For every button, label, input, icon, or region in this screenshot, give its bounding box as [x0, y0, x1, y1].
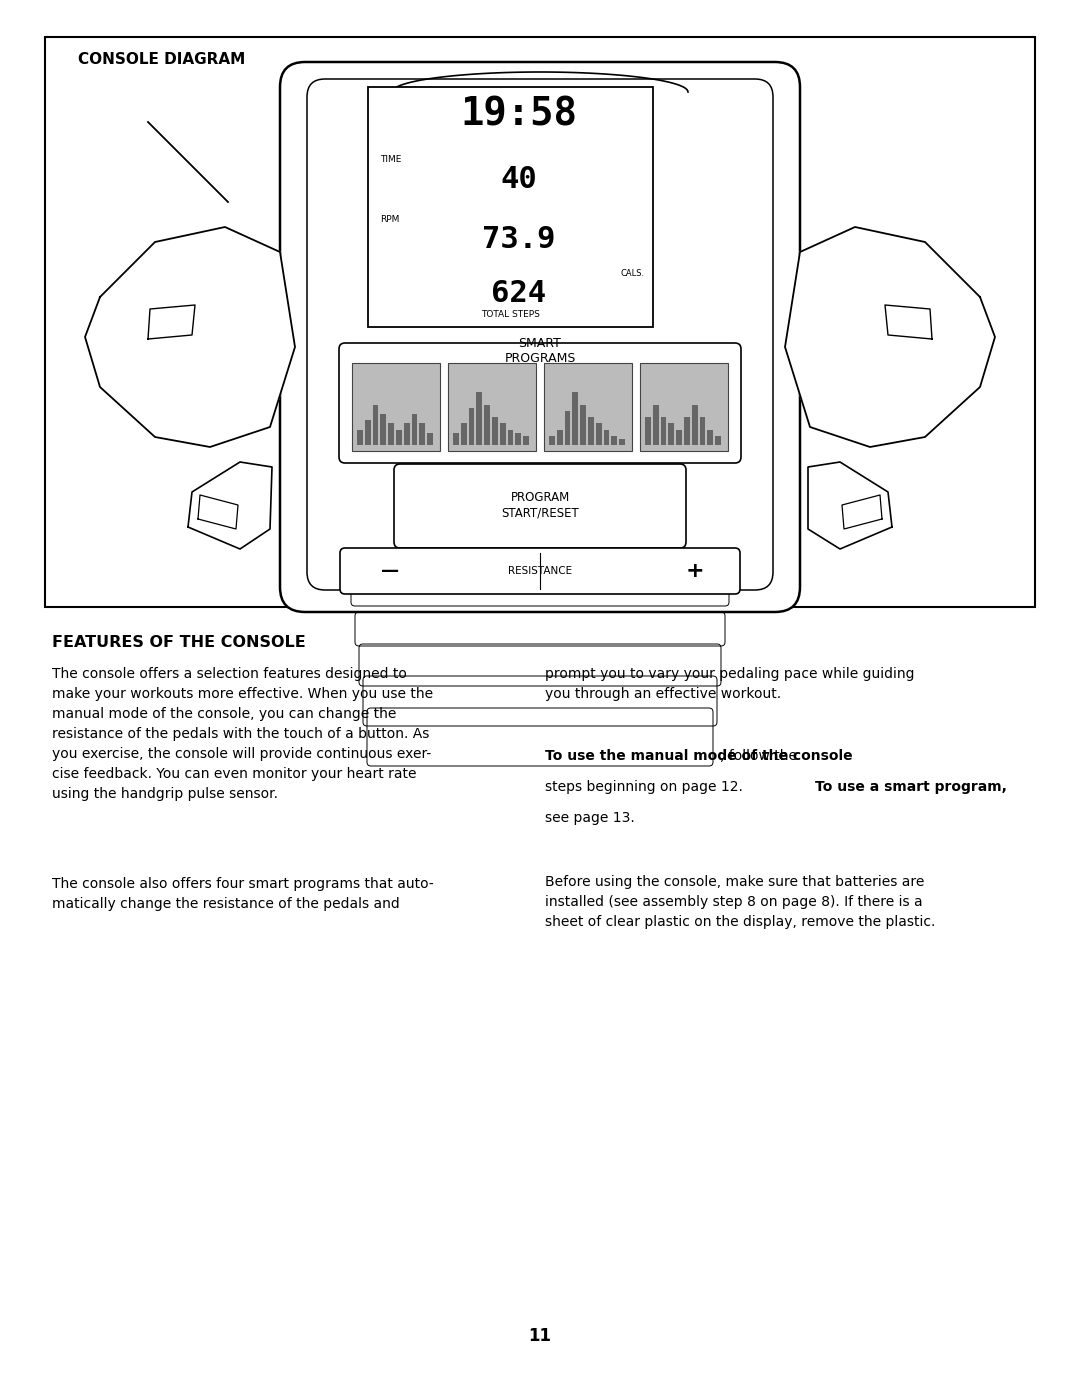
Bar: [453, 433, 459, 446]
FancyBboxPatch shape: [307, 80, 773, 590]
Bar: [357, 429, 363, 446]
Text: 11: 11: [528, 1327, 552, 1345]
Text: FEATURES OF THE CONSOLE: FEATURES OF THE CONSOLE: [52, 636, 306, 650]
Text: , follow the: , follow the: [545, 749, 797, 763]
Bar: [365, 420, 370, 446]
Text: SMART
PROGRAMS: SMART PROGRAMS: [504, 337, 576, 365]
Bar: [411, 414, 418, 446]
Text: 73.9: 73.9: [482, 225, 555, 254]
Bar: [619, 439, 625, 446]
Text: TOTAL STEPS: TOTAL STEPS: [481, 310, 540, 319]
FancyBboxPatch shape: [394, 464, 686, 548]
Bar: [461, 423, 467, 446]
Text: RPM: RPM: [380, 215, 400, 224]
Bar: [404, 423, 409, 446]
Bar: [448, 363, 536, 451]
Text: see page 13.: see page 13.: [545, 812, 635, 826]
Bar: [684, 418, 690, 446]
Bar: [611, 436, 618, 446]
Text: —: —: [381, 562, 400, 580]
FancyBboxPatch shape: [280, 61, 800, 612]
Bar: [469, 408, 474, 446]
Text: 40: 40: [500, 165, 537, 194]
Text: 19:58: 19:58: [460, 95, 577, 133]
Polygon shape: [842, 495, 882, 529]
Bar: [640, 363, 728, 451]
Text: 624: 624: [491, 279, 546, 307]
Bar: [523, 436, 529, 446]
Bar: [549, 436, 555, 446]
Bar: [565, 411, 570, 446]
Text: TIME: TIME: [380, 155, 402, 163]
Text: To use a smart program,: To use a smart program,: [815, 780, 1007, 793]
Bar: [515, 433, 522, 446]
Polygon shape: [885, 305, 932, 339]
Bar: [368, 87, 653, 327]
Bar: [380, 414, 387, 446]
Bar: [492, 418, 498, 446]
Text: The console offers a selection features designed to
make your workouts more effe: The console offers a selection features …: [52, 666, 433, 802]
Bar: [572, 393, 578, 446]
Bar: [596, 423, 602, 446]
Bar: [419, 423, 426, 446]
Polygon shape: [785, 226, 995, 447]
Text: +: +: [686, 562, 704, 581]
Text: Before using the console, make sure that batteries are
installed (see assembly s: Before using the console, make sure that…: [545, 875, 935, 929]
Bar: [604, 429, 609, 446]
FancyBboxPatch shape: [339, 344, 741, 462]
Text: To use the manual mode of the console: To use the manual mode of the console: [545, 749, 852, 763]
Text: CALS.: CALS.: [621, 270, 645, 278]
Text: steps beginning on page 12.: steps beginning on page 12.: [545, 780, 747, 793]
Polygon shape: [198, 495, 238, 529]
Bar: [580, 405, 586, 446]
Bar: [544, 363, 632, 451]
Bar: [500, 423, 505, 446]
Bar: [661, 418, 666, 446]
Bar: [428, 433, 433, 446]
Text: The console also offers four smart programs that auto-
matically change the resi: The console also offers four smart progr…: [52, 877, 434, 911]
Bar: [715, 436, 721, 446]
Bar: [557, 429, 563, 446]
Bar: [669, 423, 674, 446]
Bar: [396, 429, 402, 446]
Bar: [707, 429, 713, 446]
Polygon shape: [148, 305, 195, 339]
Bar: [692, 405, 698, 446]
Bar: [476, 393, 483, 446]
Bar: [388, 423, 394, 446]
Polygon shape: [808, 462, 892, 549]
Text: CONSOLE DIAGRAM: CONSOLE DIAGRAM: [78, 52, 245, 67]
FancyBboxPatch shape: [340, 548, 740, 594]
Polygon shape: [188, 462, 272, 549]
Text: RESISTANCE: RESISTANCE: [508, 566, 572, 576]
Bar: [700, 418, 705, 446]
Bar: [45, 36, 1035, 608]
Bar: [484, 405, 490, 446]
Bar: [373, 405, 378, 446]
Bar: [645, 418, 651, 446]
Bar: [676, 429, 683, 446]
Bar: [508, 429, 513, 446]
Bar: [652, 405, 659, 446]
Bar: [588, 418, 594, 446]
Polygon shape: [85, 226, 295, 447]
Text: PROGRAM
START/RESET: PROGRAM START/RESET: [501, 490, 579, 520]
Text: prompt you to vary your pedaling pace while guiding
you through an effective wor: prompt you to vary your pedaling pace wh…: [545, 666, 915, 701]
Bar: [352, 363, 440, 451]
